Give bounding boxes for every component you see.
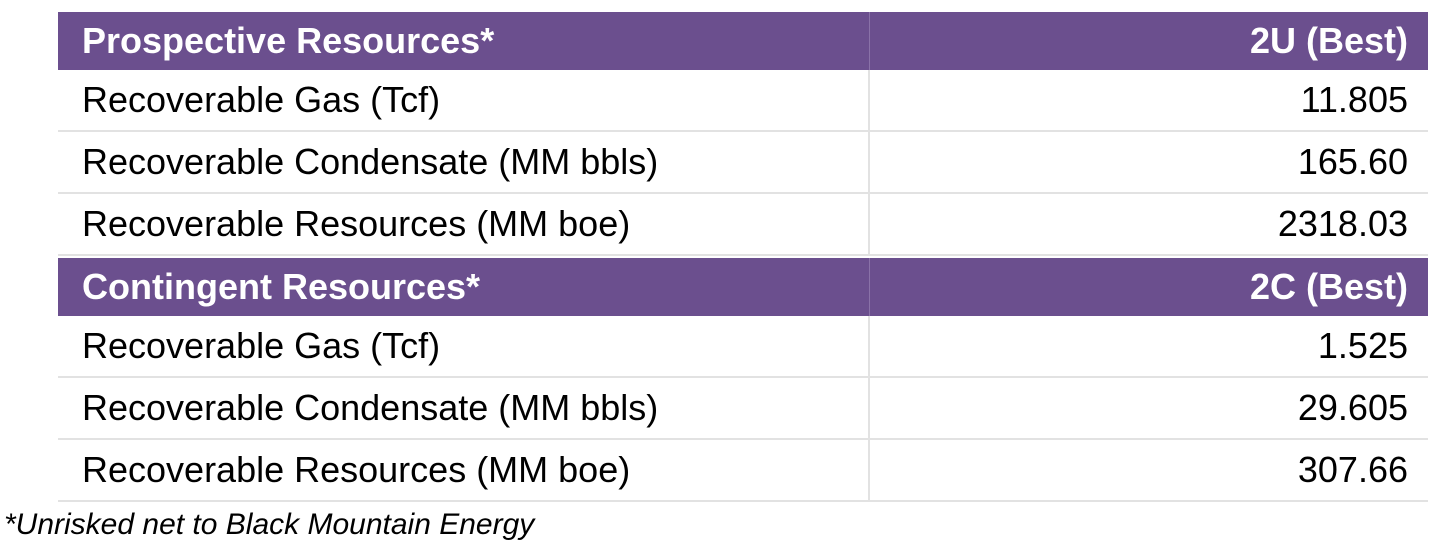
header-cell: Contingent Resources*: [58, 258, 870, 316]
value-cell: 29.605: [1297, 387, 1408, 428]
label-cell: Recoverable Condensate (MM bbls): [58, 132, 870, 192]
value-cell: 2318.03: [1277, 203, 1408, 244]
table-row: Recoverable Resources (MM boe) 2318.03: [58, 194, 1428, 256]
label-cell: Recoverable Gas (Tcf): [58, 316, 870, 376]
value-cell: 11.805: [1300, 79, 1408, 120]
table-row: Recoverable Condensate (MM bbls) 165.60: [58, 132, 1428, 194]
label-cell: Recoverable Resources (MM boe): [58, 440, 870, 500]
footnote: *Unrisked net to Black Mountain Energy: [4, 508, 535, 541]
label-cell: Recoverable Resources (MM boe): [58, 194, 870, 254]
table-row: Recoverable Gas (Tcf) 11.805: [58, 70, 1428, 132]
label-cell: Recoverable Condensate (MM bbls): [58, 378, 870, 438]
value-cell: 1.525: [1317, 325, 1408, 366]
header-cell: Prospective Resources*: [58, 12, 870, 70]
value-cell: 307.66: [1297, 449, 1408, 490]
header-cell: 2C (Best): [1249, 266, 1408, 307]
table-row: Recoverable Gas (Tcf) 1.525: [58, 316, 1428, 378]
section-header: Prospective Resources* 2U (Best): [58, 12, 1428, 70]
section-header: Contingent Resources* 2C (Best): [58, 258, 1428, 316]
header-cell: 2U (Best): [1249, 20, 1408, 61]
table-row: Recoverable Condensate (MM bbls) 29.605: [58, 378, 1428, 440]
label-cell: Recoverable Gas (Tcf): [58, 70, 870, 130]
value-cell: 165.60: [1297, 141, 1408, 182]
table-row: Recoverable Resources (MM boe) 307.66: [58, 440, 1428, 502]
